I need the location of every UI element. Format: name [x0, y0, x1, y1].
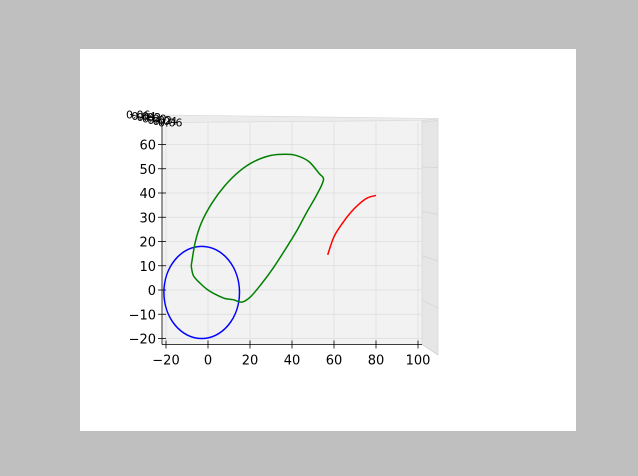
x-tick-label-4: 60 [326, 354, 343, 369]
y-tick-label-3: 10 [139, 260, 156, 275]
y-tick-label-4: 20 [139, 236, 156, 251]
depth-tick-label-6: 0.06 [158, 117, 183, 130]
figure-canvas: −20 0 20 40 60 80 100 −20 −10 0 10 20 30 40 50 60 0.06 0.… [80, 49, 576, 431]
y-tick-label-2: 0 [148, 284, 156, 299]
axes-pane [129, 114, 439, 356]
grid-line-depth-3 [421, 255, 439, 262]
grid-line-depth-4 [421, 299, 439, 309]
grid-line-depth-2 [421, 211, 439, 215]
series-2-curve [326, 194, 377, 256]
depth-tick-label-3: 0.00 [142, 113, 167, 126]
series-group [163, 153, 377, 340]
chart-3d-plot: −20 0 20 40 60 80 100−20−1001020304050600.060.… [126, 109, 439, 369]
depth-tick-label-1: 0.04 [131, 110, 156, 123]
x-tick-label-5: 80 [368, 354, 385, 369]
x-tick-label-0: −20 [152, 354, 179, 369]
depth-tick-label-4: 0.02 [147, 114, 172, 127]
grid-line-depth-5 [421, 344, 439, 356]
y-tick-label-0: −20 [129, 333, 156, 348]
x-tick-label-3: 40 [284, 354, 301, 369]
x-tick-label-2: 20 [242, 354, 259, 369]
side-pane [421, 118, 439, 356]
depth-tick-label-2: 0.02 [137, 111, 162, 124]
x-tick-label-6: 100 [406, 354, 431, 369]
grid-line-depth-0 [421, 120, 439, 123]
y-tick-label-5: 30 [139, 211, 156, 226]
y-tick-label-7: 50 [139, 163, 156, 178]
y-tick-label-6: 40 [139, 187, 156, 202]
depth-tick-label-0: 0.06 [126, 109, 151, 122]
y-tick-label-8: 60 [139, 139, 156, 154]
depth-axis-line [129, 114, 163, 123]
grid-line-depth-1 [421, 166, 439, 168]
x-tick-label-1: 0 [204, 354, 212, 369]
tick-labels: −20 0 20 40 60 80 100−20−1001020304050600.060.… [126, 109, 430, 369]
series-0-curve [163, 245, 241, 340]
depth-tick-label-5: 0.04 [153, 115, 178, 128]
series-1-curve [190, 153, 325, 303]
y-tick-label-1: −10 [129, 308, 156, 323]
